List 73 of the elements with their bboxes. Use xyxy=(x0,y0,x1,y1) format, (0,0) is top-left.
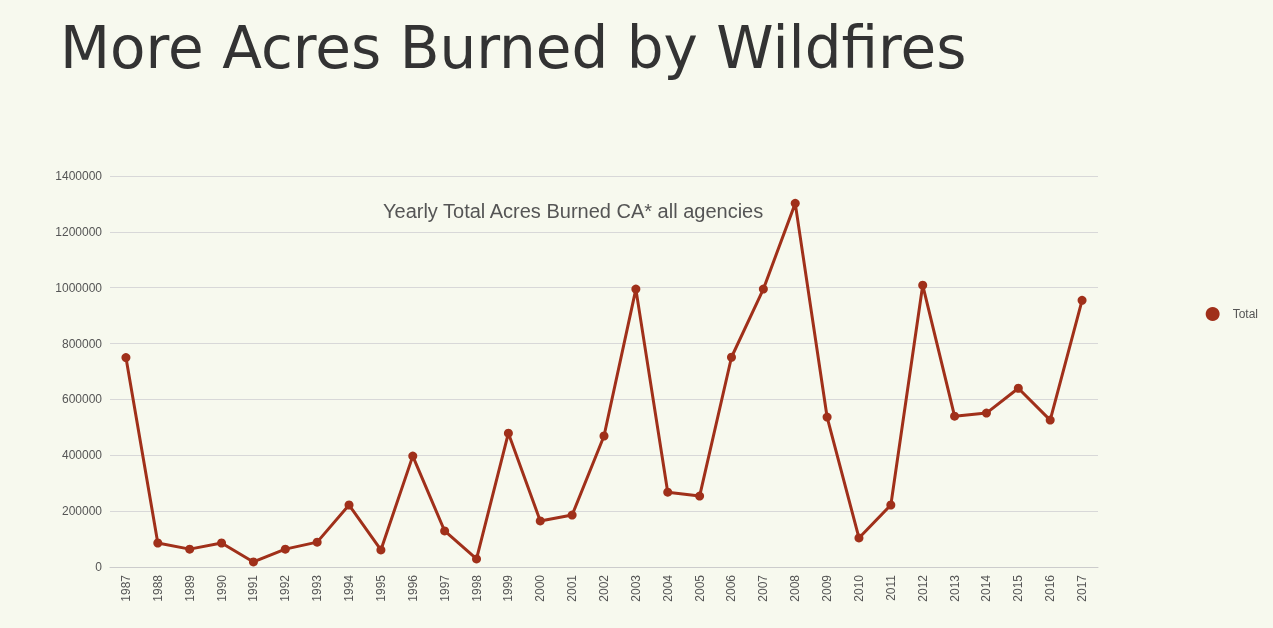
point xyxy=(472,554,482,564)
point xyxy=(121,353,131,363)
x-tick-label: 2011 xyxy=(883,574,898,601)
x-tick-label: 1995 xyxy=(373,574,388,602)
point xyxy=(503,428,513,438)
x-tick-label: 1991 xyxy=(246,574,261,602)
x-tick-label: 2017 xyxy=(1075,574,1090,602)
x-tick-label: 1993 xyxy=(310,574,325,602)
point xyxy=(599,431,609,441)
y-tick-label: 1200000 xyxy=(55,224,103,239)
y-tick-label: 1000000 xyxy=(55,280,103,295)
legend-label: Total xyxy=(1232,307,1259,321)
point xyxy=(695,491,705,501)
x-tick-label: 2016 xyxy=(1043,574,1058,602)
x-tick-label: 2000 xyxy=(533,574,548,602)
point xyxy=(1077,295,1087,305)
y-tick-label: 200000 xyxy=(61,504,103,519)
x-tick-label: 1992 xyxy=(278,574,293,602)
point xyxy=(376,545,386,555)
point xyxy=(854,533,864,543)
x-tick-label: 1989 xyxy=(182,574,197,602)
point xyxy=(886,500,896,510)
point xyxy=(790,198,800,208)
x-tick-label: 1997 xyxy=(437,574,452,602)
chart-title: More Acres Burned by Wildfires xyxy=(60,14,967,82)
point xyxy=(440,526,450,536)
x-tick-label: 2004 xyxy=(660,574,675,602)
point xyxy=(535,516,545,526)
point xyxy=(1013,383,1023,393)
x-tick-label: 2003 xyxy=(628,574,643,602)
point xyxy=(217,538,227,548)
x-tick-label: 2010 xyxy=(851,574,866,602)
x-tick-label: 1994 xyxy=(342,574,357,602)
x-tick-label: 2002 xyxy=(597,574,611,602)
x-tick-label: 1987 xyxy=(118,574,133,602)
point xyxy=(344,500,354,510)
point xyxy=(280,544,290,554)
point xyxy=(631,284,641,294)
y-tick-label: 1400000 xyxy=(55,169,103,183)
x-tick-label: 2007 xyxy=(756,574,771,602)
x-tick-label: 2008 xyxy=(788,574,803,602)
x-tick-label: 2012 xyxy=(915,574,930,602)
point xyxy=(950,411,960,421)
y-tick-label: 0 xyxy=(95,560,103,574)
text: Yearly Total Acres Burned CA* all agencies xyxy=(383,200,764,222)
point xyxy=(248,557,258,567)
x-tick-label: 1998 xyxy=(469,574,484,602)
point xyxy=(663,487,673,497)
x-tick-label: 2005 xyxy=(692,574,707,602)
y-tick-label: 600000 xyxy=(61,392,103,407)
x-tick-label: 1996 xyxy=(405,574,420,602)
x-tick-label: 1990 xyxy=(214,574,229,602)
x-tick-label: 2013 xyxy=(947,574,962,602)
x-tick-label: 2009 xyxy=(820,574,835,602)
point xyxy=(822,412,832,422)
x-tick-label: 1988 xyxy=(150,574,165,602)
point xyxy=(918,280,928,290)
point xyxy=(758,284,768,294)
point xyxy=(153,538,163,548)
x-tick-label: 1999 xyxy=(501,574,516,602)
point xyxy=(567,510,577,520)
x-tick-label: 2001 xyxy=(565,574,580,602)
point xyxy=(185,544,195,554)
point xyxy=(726,352,736,362)
y-tick-label: 400000 xyxy=(61,448,103,463)
point xyxy=(1045,415,1055,425)
x-tick-label: 2006 xyxy=(724,574,739,602)
point xyxy=(408,451,418,461)
y-tick-label: 800000 xyxy=(61,336,103,351)
x-tick-label: 2014 xyxy=(979,574,994,602)
x-tick-label: 2015 xyxy=(1011,574,1026,602)
point xyxy=(981,408,991,418)
point xyxy=(312,537,322,547)
